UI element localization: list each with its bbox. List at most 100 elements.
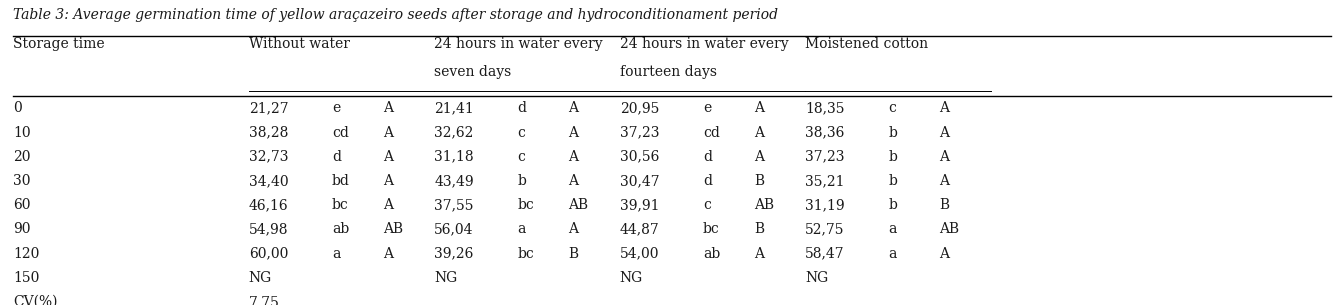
- Text: cd: cd: [703, 126, 720, 140]
- Text: 54,98: 54,98: [249, 222, 288, 236]
- Text: A: A: [383, 126, 392, 140]
- Text: AB: AB: [754, 198, 774, 212]
- Text: 24 hours in water every: 24 hours in water every: [434, 37, 602, 51]
- Text: c: c: [517, 126, 526, 140]
- Text: b: b: [517, 174, 527, 188]
- Text: A: A: [939, 101, 949, 115]
- Text: 31,19: 31,19: [805, 198, 844, 212]
- Text: B: B: [754, 222, 765, 236]
- Text: NG: NG: [805, 271, 828, 285]
- Text: A: A: [569, 150, 578, 164]
- Text: A: A: [383, 174, 392, 188]
- Text: 52,75: 52,75: [805, 222, 844, 236]
- Text: 31,18: 31,18: [434, 150, 473, 164]
- Text: A: A: [569, 101, 578, 115]
- Text: bc: bc: [517, 246, 534, 260]
- Text: A: A: [939, 150, 949, 164]
- Text: d: d: [332, 150, 341, 164]
- Text: a: a: [517, 222, 526, 236]
- Text: seven days: seven days: [434, 65, 511, 79]
- Text: 24 hours in water every: 24 hours in water every: [620, 37, 788, 51]
- Text: c: c: [703, 198, 711, 212]
- Text: 39,26: 39,26: [434, 246, 473, 260]
- Text: 35,21: 35,21: [805, 174, 844, 188]
- Text: A: A: [754, 101, 763, 115]
- Text: d: d: [703, 174, 712, 188]
- Text: Moistened cotton: Moistened cotton: [805, 37, 929, 51]
- Text: A: A: [569, 174, 578, 188]
- Text: A: A: [939, 174, 949, 188]
- Text: b: b: [888, 198, 898, 212]
- Text: A: A: [569, 126, 578, 140]
- Text: NG: NG: [249, 271, 271, 285]
- Text: A: A: [383, 150, 392, 164]
- Text: bc: bc: [332, 198, 348, 212]
- Text: 20,95: 20,95: [620, 101, 659, 115]
- Text: 150: 150: [13, 271, 40, 285]
- Text: NG: NG: [434, 271, 457, 285]
- Text: A: A: [383, 101, 392, 115]
- Text: bd: bd: [332, 174, 349, 188]
- Text: 44,87: 44,87: [620, 222, 660, 236]
- Text: 46,16: 46,16: [249, 198, 288, 212]
- Text: 38,28: 38,28: [249, 126, 288, 140]
- Text: AB: AB: [383, 222, 403, 236]
- Text: b: b: [888, 150, 898, 164]
- Text: B: B: [569, 246, 579, 260]
- Text: A: A: [754, 126, 763, 140]
- Text: c: c: [517, 150, 526, 164]
- Text: 7,75: 7,75: [249, 295, 280, 305]
- Text: B: B: [754, 174, 765, 188]
- Text: fourteen days: fourteen days: [620, 65, 716, 79]
- Text: 60: 60: [13, 198, 31, 212]
- Text: A: A: [383, 198, 392, 212]
- Text: 43,49: 43,49: [434, 174, 473, 188]
- Text: b: b: [888, 126, 898, 140]
- Text: b: b: [888, 174, 898, 188]
- Text: A: A: [569, 222, 578, 236]
- Text: A: A: [383, 246, 392, 260]
- Text: 21,27: 21,27: [249, 101, 288, 115]
- Text: A: A: [754, 150, 763, 164]
- Text: A: A: [939, 246, 949, 260]
- Text: 60,00: 60,00: [249, 246, 288, 260]
- Text: e: e: [332, 101, 340, 115]
- Text: d: d: [703, 150, 712, 164]
- Text: 21,41: 21,41: [434, 101, 474, 115]
- Text: ab: ab: [703, 246, 720, 260]
- Text: A: A: [939, 126, 949, 140]
- Text: a: a: [888, 222, 896, 236]
- Text: 120: 120: [13, 246, 40, 260]
- Text: CV(%): CV(%): [13, 295, 58, 305]
- Text: 32,73: 32,73: [249, 150, 288, 164]
- Text: 54,00: 54,00: [620, 246, 659, 260]
- Text: cd: cd: [332, 126, 349, 140]
- Text: e: e: [703, 101, 711, 115]
- Text: a: a: [332, 246, 340, 260]
- Text: 34,40: 34,40: [249, 174, 288, 188]
- Text: 56,04: 56,04: [434, 222, 473, 236]
- Text: 0: 0: [13, 101, 23, 115]
- Text: AB: AB: [569, 198, 589, 212]
- Text: c: c: [888, 101, 896, 115]
- Text: NG: NG: [620, 271, 642, 285]
- Text: Storage time: Storage time: [13, 37, 105, 51]
- Text: 37,23: 37,23: [620, 126, 659, 140]
- Text: 90: 90: [13, 222, 31, 236]
- Text: 38,36: 38,36: [805, 126, 844, 140]
- Text: A: A: [754, 246, 763, 260]
- Text: AB: AB: [939, 222, 960, 236]
- Text: 39,91: 39,91: [620, 198, 659, 212]
- Text: Without water: Without water: [249, 37, 349, 51]
- Text: 20: 20: [13, 150, 31, 164]
- Text: 18,35: 18,35: [805, 101, 844, 115]
- Text: 32,62: 32,62: [434, 126, 473, 140]
- Text: d: d: [517, 101, 527, 115]
- Text: 30,47: 30,47: [620, 174, 659, 188]
- Text: 37,23: 37,23: [805, 150, 844, 164]
- Text: bc: bc: [517, 198, 534, 212]
- Text: 30,56: 30,56: [620, 150, 659, 164]
- Text: 37,55: 37,55: [434, 198, 473, 212]
- Text: ab: ab: [332, 222, 349, 236]
- Text: 58,47: 58,47: [805, 246, 844, 260]
